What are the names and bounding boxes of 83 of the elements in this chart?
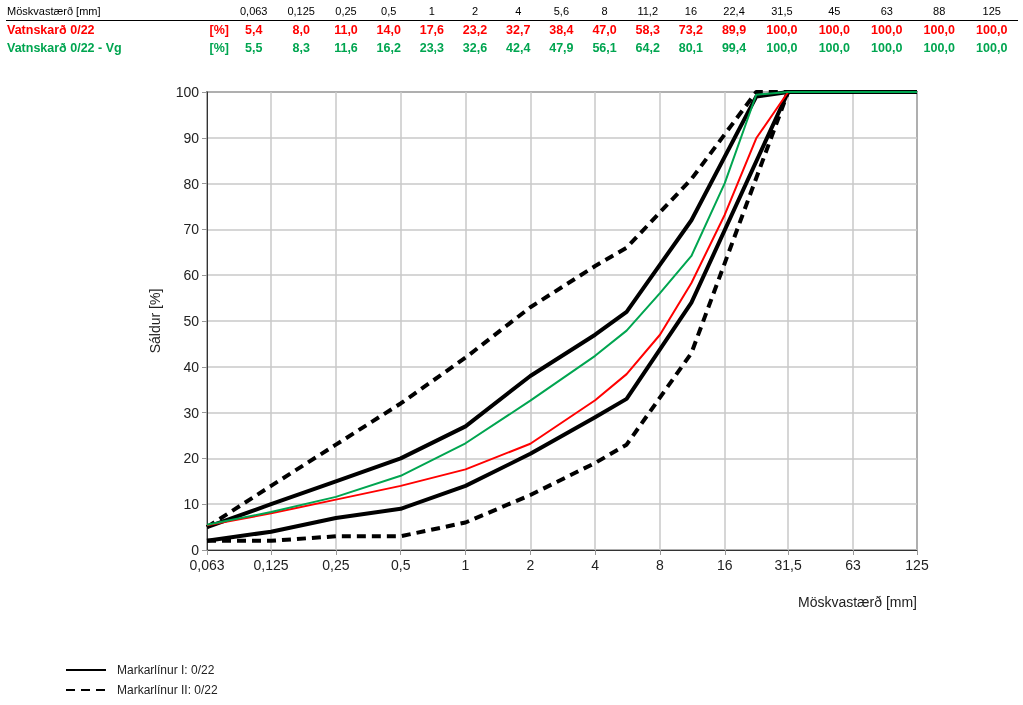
- data-label: 23,3: [418, 40, 446, 57]
- data-label: 100,0: [922, 40, 956, 57]
- data-label: 100,0: [870, 40, 904, 57]
- text: [%]: [209, 41, 229, 55]
- data-label: 100,0: [922, 22, 956, 39]
- data-label: 11,6: [333, 40, 359, 57]
- category-label: 4: [514, 4, 523, 19]
- data-label: 14,0: [375, 22, 402, 39]
- category-label: 1: [427, 4, 436, 19]
- x-tick-label: 16: [716, 557, 733, 573]
- x-tick-label: 1: [461, 557, 470, 573]
- data-label: 100,0: [975, 40, 1009, 57]
- category-label: 16: [683, 4, 698, 19]
- x-tick-label: 0,25: [322, 557, 350, 573]
- data-label: 8,3: [291, 40, 311, 57]
- x-tick-label: 0,125: [253, 557, 289, 573]
- y-tick-label: 60: [183, 267, 200, 284]
- data-label: 100,0: [870, 22, 904, 39]
- data-label: 80,1: [677, 40, 705, 57]
- data-label: 17,6: [418, 22, 446, 39]
- data-label: 32,7: [505, 22, 532, 39]
- text: [%]: [208, 22, 230, 39]
- data-label: 100,0: [817, 40, 851, 57]
- data-label: 73,2: [677, 22, 705, 39]
- category-label: 0,5: [380, 4, 398, 19]
- y-axis-title: Sáldur [%]: [147, 288, 163, 354]
- data-label: 23,2: [461, 22, 489, 39]
- legend-label: Markarlínur I: 0/22: [117, 663, 215, 677]
- y-tick-label: 40: [183, 358, 200, 375]
- y-tick-label: 10: [183, 496, 200, 513]
- y-tick-label: 0: [191, 542, 200, 558]
- data-label: 64,2: [634, 40, 661, 57]
- data-label: 8,0: [291, 22, 311, 39]
- data-label: 100,0: [975, 22, 1009, 39]
- data-label: 100,0: [817, 22, 851, 39]
- category-label: 31,5: [770, 4, 794, 19]
- data-label: 42,4: [505, 40, 532, 57]
- category-label: 88: [932, 4, 947, 19]
- y-tick-label: 30: [183, 404, 200, 421]
- category-label: 2: [470, 4, 480, 19]
- category-label: 5,6: [552, 4, 571, 19]
- x-tick-label: 8: [656, 557, 665, 573]
- data-label: 58,3: [634, 22, 661, 39]
- data-label: 32,6: [461, 40, 489, 57]
- y-tick-label: 90: [183, 129, 200, 146]
- text: Möskvastærð [mm]: [6, 4, 102, 19]
- data-label: 47,0: [591, 22, 618, 39]
- y-tick-label: 80: [183, 175, 200, 192]
- data-label: 56,1: [591, 40, 618, 57]
- y-tick-label: 100: [175, 84, 200, 100]
- x-tick-label: 31,5: [774, 557, 802, 573]
- data-label: 100,0: [765, 22, 799, 39]
- category-label: 0,063: [238, 4, 269, 19]
- x-tick-label: 0,5: [390, 557, 411, 573]
- y-tick-label: 20: [183, 450, 200, 467]
- data-label: 47,9: [548, 40, 575, 57]
- category-label: 8: [600, 4, 609, 19]
- legend-label: Markarlínur II: 0/22: [117, 683, 219, 697]
- data-label: 89,9: [720, 22, 748, 39]
- legend-label: Vatnskarð 0/22 - Vg: [6, 40, 123, 57]
- category-label: 22,4: [722, 4, 746, 19]
- data-label: 11,0: [333, 22, 359, 39]
- category-label: 0,25: [334, 4, 358, 19]
- x-tick-label: 63: [845, 557, 861, 573]
- x-tick-label: 125: [905, 557, 929, 573]
- legend-label: Vatnskarð 0/22: [6, 22, 96, 39]
- x-tick-label: 4: [591, 557, 600, 573]
- category-label: 0,125: [286, 4, 316, 19]
- data-label: 99,4: [720, 40, 748, 57]
- y-tick-label: 50: [183, 313, 200, 329]
- data-label: 38,4: [548, 22, 575, 39]
- x-axis-title: Möskvastærð [mm]: [797, 594, 917, 610]
- x-tick-label: 0,063: [189, 557, 225, 573]
- data-label: 5,5: [244, 40, 264, 57]
- x-tick-label: 2: [526, 557, 535, 573]
- category-label: 11,2: [636, 4, 659, 19]
- data-label: 16,2: [375, 40, 402, 57]
- category-label: 125: [981, 4, 1002, 19]
- data-label: 100,0: [765, 40, 799, 57]
- y-tick-label: 70: [183, 221, 200, 238]
- category-label: 45: [827, 4, 842, 19]
- data-label: 5,4: [244, 22, 264, 39]
- category-label: 63: [879, 4, 894, 19]
